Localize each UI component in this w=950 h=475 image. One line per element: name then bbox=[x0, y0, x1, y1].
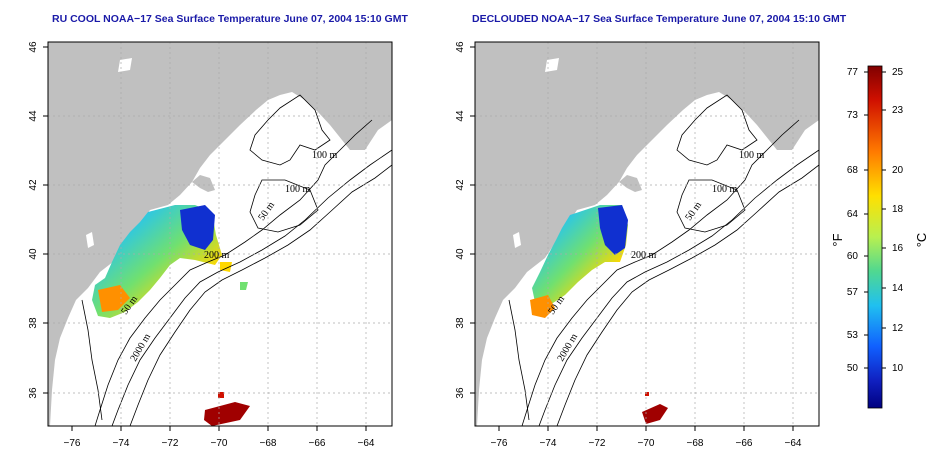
lon-tick-label: −72 bbox=[162, 438, 179, 449]
lon-tick-label: −74 bbox=[113, 438, 130, 449]
c-tick: 20 bbox=[892, 165, 904, 176]
lat-tick-label: 46 bbox=[455, 41, 466, 53]
c-tick: 14 bbox=[892, 283, 904, 294]
land-mass bbox=[48, 42, 392, 426]
c-tick: 23 bbox=[892, 105, 904, 116]
f-tick: 68 bbox=[847, 165, 859, 176]
lat-tick-labels: 36 38 40 42 44 46 bbox=[455, 41, 466, 399]
lon-tick-labels: −76 −74 −72 −70 −68 −66 −64 bbox=[64, 438, 375, 449]
contour-label: 100 m bbox=[285, 184, 311, 195]
contour-label: 100 m bbox=[739, 150, 765, 161]
lon-tick-label: −66 bbox=[309, 438, 326, 449]
contour-label: 100 m bbox=[312, 150, 338, 161]
land-mass bbox=[475, 42, 819, 426]
c-tick: 12 bbox=[892, 323, 904, 334]
contour-label: 200 m bbox=[631, 250, 657, 261]
panel-title: RU COOL NOAA−17 Sea Surface Temperature … bbox=[52, 13, 408, 25]
map-panel-declouded: DECLOUDED NOAA−17 Sea Surface Temperatur… bbox=[455, 13, 847, 449]
f-tick: 73 bbox=[847, 110, 859, 121]
c-tick: 10 bbox=[892, 363, 904, 374]
lon-tick-label: −68 bbox=[260, 438, 277, 449]
map-panel-raw: RU COOL NOAA−17 Sea Surface Temperature … bbox=[28, 13, 408, 449]
f-tick: 77 bbox=[847, 67, 859, 78]
lon-tick-label: −66 bbox=[736, 438, 753, 449]
lat-tick-label: 40 bbox=[28, 248, 39, 260]
fahrenheit-unit-label: °F bbox=[830, 233, 845, 246]
lat-tick-label: 46 bbox=[28, 41, 39, 53]
lat-tick-label: 38 bbox=[455, 317, 466, 329]
celsius-ticks: 25 23 20 18 16 14 12 10 bbox=[892, 67, 904, 374]
lon-tick-label: −64 bbox=[358, 438, 375, 449]
lat-tick-label: 40 bbox=[455, 248, 466, 260]
lon-tick-label: −70 bbox=[211, 438, 228, 449]
celsius-unit-label: °C bbox=[914, 233, 929, 248]
lat-tick-label: 36 bbox=[455, 387, 466, 399]
lat-tick-label: 38 bbox=[28, 317, 39, 329]
contour-label: 200 m bbox=[204, 250, 230, 261]
lon-tick-label: −76 bbox=[491, 438, 508, 449]
lon-tick-label: −74 bbox=[540, 438, 557, 449]
f-tick: 53 bbox=[847, 330, 859, 341]
lon-tick-label: −76 bbox=[64, 438, 81, 449]
colorbar: 77 73 68 64 60 57 53 50 25 23 20 18 16 1… bbox=[830, 65, 929, 409]
f-tick: 64 bbox=[847, 209, 859, 220]
lon-tick-label: −64 bbox=[785, 438, 802, 449]
contour-label: 100 m bbox=[712, 184, 738, 195]
lon-tick-labels: −76 −74 −72 −70 −68 −66 −64 bbox=[491, 438, 802, 449]
lon-tick-label: −70 bbox=[638, 438, 655, 449]
fahrenheit-ticks: 77 73 68 64 60 57 53 50 bbox=[847, 67, 859, 374]
lat-tick-labels: 36 38 40 42 44 46 bbox=[28, 41, 39, 399]
lat-tick-label: 36 bbox=[28, 387, 39, 399]
c-tick: 25 bbox=[892, 67, 904, 78]
f-tick: 57 bbox=[847, 287, 859, 298]
lat-tick-label: 42 bbox=[455, 179, 466, 191]
c-tick: 16 bbox=[892, 243, 904, 254]
f-tick: 60 bbox=[847, 251, 859, 262]
f-tick: 50 bbox=[847, 363, 859, 374]
lat-tick-label: 44 bbox=[455, 110, 466, 122]
panel-title: DECLOUDED NOAA−17 Sea Surface Temperatur… bbox=[472, 13, 847, 25]
lon-tick-label: −72 bbox=[589, 438, 606, 449]
c-tick: 18 bbox=[892, 204, 904, 215]
lat-tick-label: 44 bbox=[28, 110, 39, 122]
lat-tick-label: 42 bbox=[28, 179, 39, 191]
lon-tick-label: −68 bbox=[687, 438, 704, 449]
colorbar-ramp bbox=[867, 65, 883, 409]
